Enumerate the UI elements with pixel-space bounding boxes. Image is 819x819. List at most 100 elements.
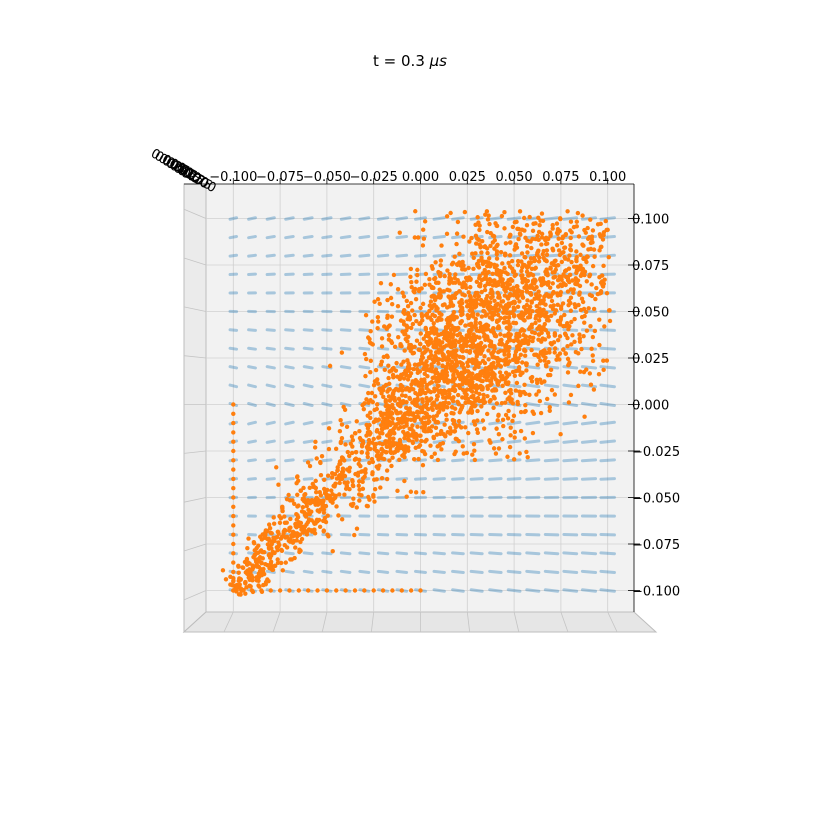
orange-particle [231, 458, 236, 463]
orange-particle [477, 242, 482, 247]
blue-grid-point [302, 439, 314, 444]
orange-particle [547, 405, 552, 410]
orange-particle [474, 279, 480, 285]
orange-particle [540, 299, 546, 304]
orange-particle [406, 386, 411, 392]
blue-grid-point [247, 346, 257, 351]
blue-grid-point [284, 439, 295, 444]
blue-grid-point [599, 439, 616, 444]
orange-particle [377, 435, 382, 440]
orange-particle [390, 455, 395, 460]
orange-particle [435, 419, 440, 425]
orange-particle [429, 363, 434, 368]
orange-particle [573, 304, 578, 310]
blue-grid-point [358, 569, 371, 574]
orange-particle [280, 504, 285, 509]
blue-grid-point [265, 346, 276, 351]
blue-grid-point [284, 346, 295, 351]
blue-grid-point [247, 439, 257, 444]
orange-particle [503, 241, 509, 246]
orange-particle [452, 343, 457, 348]
orange-particle [598, 244, 604, 250]
orange-particle [424, 366, 430, 371]
orange-particle [431, 400, 437, 405]
orange-particle [487, 383, 493, 388]
orange-particle [486, 357, 491, 362]
orange-particle [589, 234, 595, 239]
orange-particle [555, 302, 560, 307]
side-pane [183, 183, 207, 634]
orange-particle [302, 512, 308, 517]
blue-grid-point [339, 346, 352, 351]
orange-particle [605, 227, 610, 233]
orange-particle [276, 482, 281, 487]
orange-particle [501, 358, 506, 363]
orange-particle [452, 328, 457, 333]
blue-grid-point [265, 569, 276, 574]
orange-particle [473, 304, 479, 309]
blue-grid-point [469, 551, 484, 556]
orange-particle [482, 354, 487, 359]
orange-particle [542, 337, 548, 342]
blue-grid-point [339, 569, 352, 574]
orange-particle [543, 280, 549, 286]
orange-particle [351, 501, 356, 507]
orange-particle [347, 465, 352, 470]
side-grid-line [183, 543, 207, 552]
orange-particle [587, 292, 593, 298]
orange-particle [602, 277, 607, 282]
blue-grid-point [376, 253, 390, 258]
blue-grid-point [451, 216, 465, 221]
orange-particle [560, 301, 566, 306]
blue-grid-point [599, 458, 616, 463]
orange-particle [434, 327, 439, 332]
orange-particle [296, 588, 302, 593]
orange-particle [402, 311, 407, 316]
orange-particle [550, 226, 555, 231]
orange-particle [280, 508, 285, 514]
orange-particle [457, 289, 462, 294]
orange-particle [485, 293, 490, 299]
orange-particle [375, 314, 381, 320]
blue-grid-point [562, 346, 579, 351]
orange-particle [349, 434, 355, 439]
orange-particle [428, 330, 434, 335]
orange-particle [494, 268, 500, 273]
orange-particle [527, 239, 532, 244]
orange-particle [384, 411, 389, 416]
orange-particle [601, 358, 606, 363]
orange-particle [490, 283, 496, 288]
blue-grid-point [376, 235, 390, 240]
orange-particle [453, 272, 458, 277]
orange-particle [436, 374, 442, 379]
blue-grid-point [339, 551, 352, 556]
orange-particle [557, 216, 563, 221]
orange-particle [562, 245, 568, 250]
y-tick-label: −0.025 [632, 445, 680, 460]
orange-particle [558, 432, 563, 437]
orange-particle [471, 441, 477, 447]
orange-particle [424, 385, 429, 391]
orange-particle [533, 265, 538, 271]
orange-particle [455, 400, 461, 405]
orange-particle [403, 393, 408, 399]
orange-particle [486, 256, 492, 261]
orange-particle [375, 377, 380, 382]
blue-grid-point [562, 420, 579, 426]
orange-particle [452, 314, 457, 319]
orange-particle [529, 245, 534, 251]
orange-particle [492, 344, 497, 349]
orange-particle [287, 525, 292, 531]
orange-particle [231, 569, 236, 575]
orange-particle [468, 338, 474, 343]
orange-particle [350, 479, 355, 484]
orange-particle [339, 435, 345, 441]
orange-particle [597, 275, 602, 280]
orange-particle [422, 377, 427, 382]
orange-particle [497, 370, 503, 375]
blue-grid-point [525, 383, 541, 389]
blue-grid-point [284, 402, 295, 407]
orange-particle [391, 436, 396, 441]
orange-particle [534, 392, 539, 397]
orange-particle [231, 495, 236, 500]
